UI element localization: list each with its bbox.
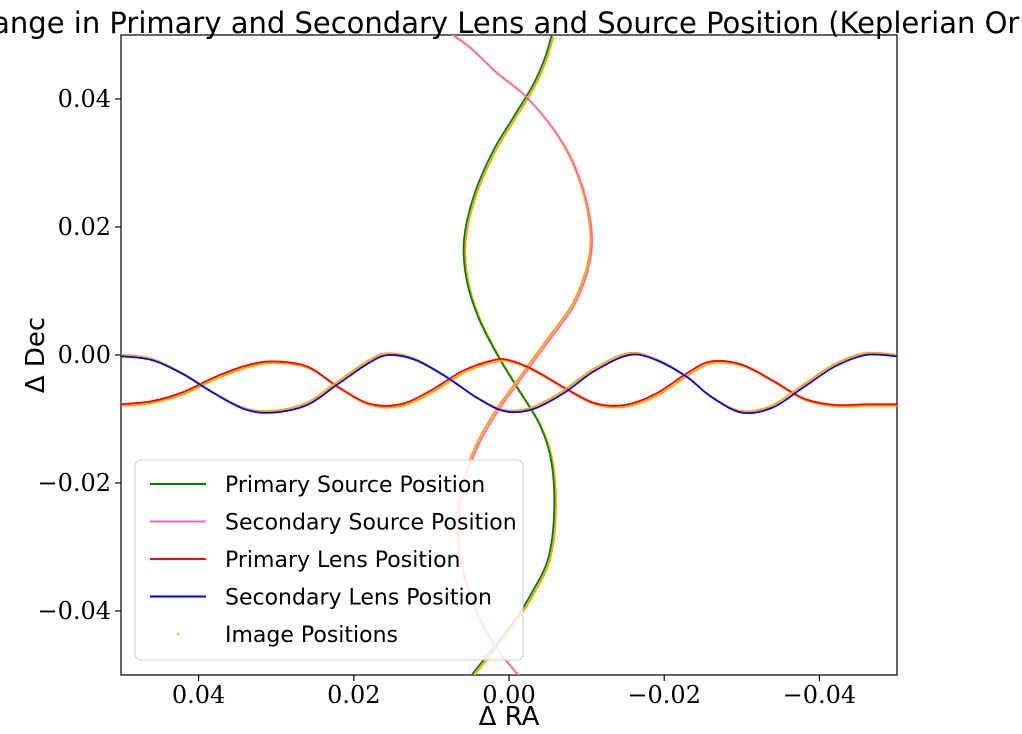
legend-swatch xyxy=(176,632,180,636)
x-axis-label: Δ RA xyxy=(479,702,540,732)
legend-label: Image Positions xyxy=(225,623,398,648)
y-axis-label: Δ Dec xyxy=(21,317,51,393)
legend-label: Secondary Source Position xyxy=(225,511,517,536)
axis-ticks: 0.04 0.02 0.00 −0.02 −0.04 0.04 0.02 0.00 −0.02 −… xyxy=(37,85,856,709)
legend-label: Primary Source Position xyxy=(225,473,485,498)
x-tick-label: 0.00 xyxy=(482,681,535,709)
legend-label: Secondary Lens Position xyxy=(225,586,492,611)
y-tick-label: 0.02 xyxy=(58,213,111,241)
legend-label: Primary Lens Position xyxy=(225,548,460,573)
series-line-primary-lens-position xyxy=(121,357,897,407)
legend-box xyxy=(134,459,524,661)
chart-title: Change in Primary and Secondary Lens and… xyxy=(0,6,1022,40)
x-tick-label: −0.04 xyxy=(783,681,857,709)
series-line-secondary-lens-position xyxy=(121,353,897,415)
x-tick-label: 0.04 xyxy=(172,681,225,709)
x-tick-label: 0.02 xyxy=(327,681,380,709)
x-tick-label: −0.02 xyxy=(627,681,701,709)
y-tick-label: 0.00 xyxy=(58,341,111,369)
image-positions-trace xyxy=(121,351,896,413)
legend: Primary Source Position Secondary Source … xyxy=(134,459,524,661)
y-tick-label: −0.02 xyxy=(37,469,111,497)
y-tick-label: 0.04 xyxy=(58,85,111,113)
y-tick-label: −0.04 xyxy=(37,597,111,625)
